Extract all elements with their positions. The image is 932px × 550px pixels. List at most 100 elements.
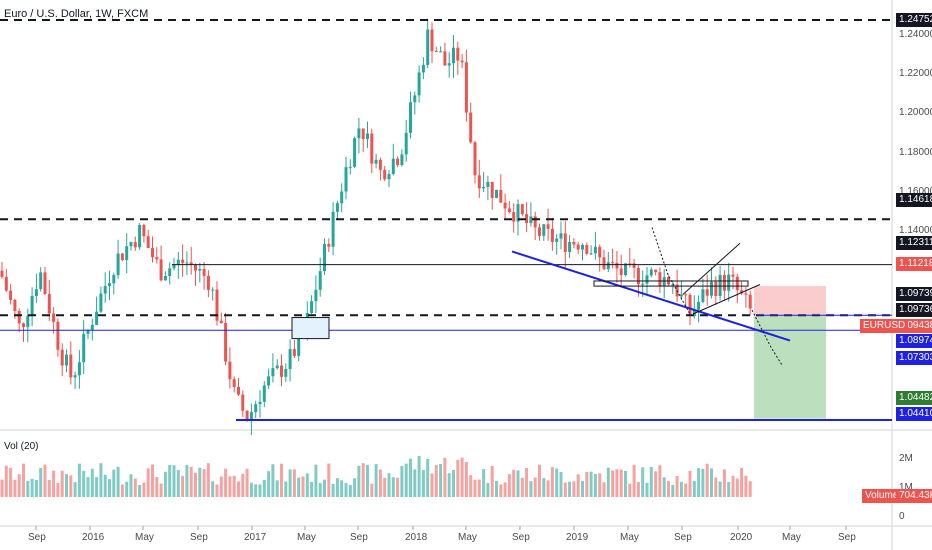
candle-body	[335, 203, 339, 212]
volume-bar	[572, 481, 576, 497]
candle-body	[748, 294, 752, 309]
volume-bar	[202, 469, 206, 497]
volume-bar	[589, 471, 593, 497]
candle-body	[26, 315, 30, 328]
volume-bar	[138, 484, 142, 497]
volume-bar	[727, 482, 731, 497]
candle-body	[219, 320, 223, 324]
candle-body	[533, 216, 537, 228]
volume-bar	[39, 467, 43, 497]
candle-body	[56, 321, 60, 350]
volume-bar	[447, 473, 451, 497]
candle-body	[318, 271, 322, 290]
candle-body	[520, 204, 524, 215]
candle-body	[181, 259, 185, 263]
candle-body	[452, 47, 455, 64]
candle-body	[516, 204, 520, 222]
loss-zone	[754, 286, 826, 316]
volume-bar	[413, 469, 417, 497]
candle-body	[692, 309, 696, 316]
price-tag: 1.12311	[896, 236, 932, 250]
volume-bar	[559, 471, 563, 497]
volume-bar	[430, 473, 434, 497]
volume-bar	[671, 484, 675, 497]
candle-body	[628, 263, 632, 265]
volume-bar	[310, 481, 314, 497]
volume-bar	[198, 467, 202, 497]
time-tick-label: 2018	[405, 532, 428, 543]
volume-bar	[374, 464, 378, 497]
candle-body	[563, 233, 567, 253]
candle-body	[163, 276, 167, 281]
volume-bar	[387, 473, 391, 497]
candle-body	[671, 284, 675, 286]
volume-bar	[568, 481, 572, 497]
candle-body	[17, 310, 21, 324]
time-tick-label: 2016	[82, 532, 105, 543]
volume-bar	[675, 476, 679, 497]
volume-bar	[443, 457, 447, 497]
candle-body	[598, 246, 602, 258]
volume-bar	[69, 475, 73, 497]
symbol-title: Euro / U.S. Dollar, 1W, FXCM	[4, 8, 149, 20]
candle-body	[353, 138, 357, 167]
volume-bar	[17, 474, 21, 497]
candle-body	[632, 263, 636, 268]
candle-body	[310, 301, 314, 314]
candle-body	[267, 376, 271, 386]
volume-bar	[525, 468, 529, 497]
volume-bar	[645, 482, 649, 497]
volume-bar	[82, 470, 86, 497]
volume-bar	[60, 470, 64, 497]
candle-body	[636, 267, 640, 285]
candle-body	[391, 158, 395, 175]
candle-body	[120, 253, 124, 261]
candle-body	[206, 275, 210, 290]
candle-body	[176, 259, 180, 265]
volume-bar	[56, 483, 60, 497]
price-tag: 1.14618	[896, 193, 932, 207]
price-tag: 1.04410	[896, 407, 932, 421]
candle-body	[13, 299, 17, 311]
candle-body	[108, 283, 111, 287]
candle-body	[43, 272, 47, 294]
volume-bar	[464, 462, 468, 497]
candle-body	[421, 64, 425, 73]
candle-body	[490, 181, 494, 198]
volume-tick-label: 0	[899, 511, 905, 522]
candle-body	[90, 324, 94, 330]
candle-body	[361, 128, 365, 139]
price-tag: 1.09736	[896, 303, 932, 317]
price-tick-label: 1.16000	[899, 186, 932, 198]
volume-bar	[301, 476, 305, 497]
time-tick-label: May	[135, 532, 154, 543]
candle-body	[249, 412, 253, 421]
volume-bar	[86, 477, 90, 497]
candle-body	[4, 276, 8, 291]
candle-body	[215, 289, 219, 321]
candle-body	[133, 242, 137, 248]
volume-bar	[224, 468, 228, 497]
candle-body	[254, 404, 258, 413]
volume-bar	[292, 469, 296, 497]
candle-body	[275, 365, 279, 369]
candle-body	[357, 128, 361, 139]
candle-body	[340, 191, 344, 204]
candle-body	[327, 243, 331, 247]
volume-bar	[189, 466, 193, 497]
volume-bar	[52, 470, 56, 497]
volume-bar	[108, 479, 111, 497]
volume-bar	[331, 483, 335, 497]
volume-bar	[516, 470, 520, 497]
volume-bar	[215, 484, 219, 497]
candle-body	[245, 410, 249, 421]
volume-bar	[357, 465, 361, 497]
candle-body	[701, 289, 705, 302]
volume-bar	[168, 465, 172, 497]
volume-bar	[396, 477, 400, 497]
candle-body	[649, 269, 653, 276]
price-tag: 1.09739	[896, 287, 932, 301]
candle-body	[138, 225, 142, 248]
